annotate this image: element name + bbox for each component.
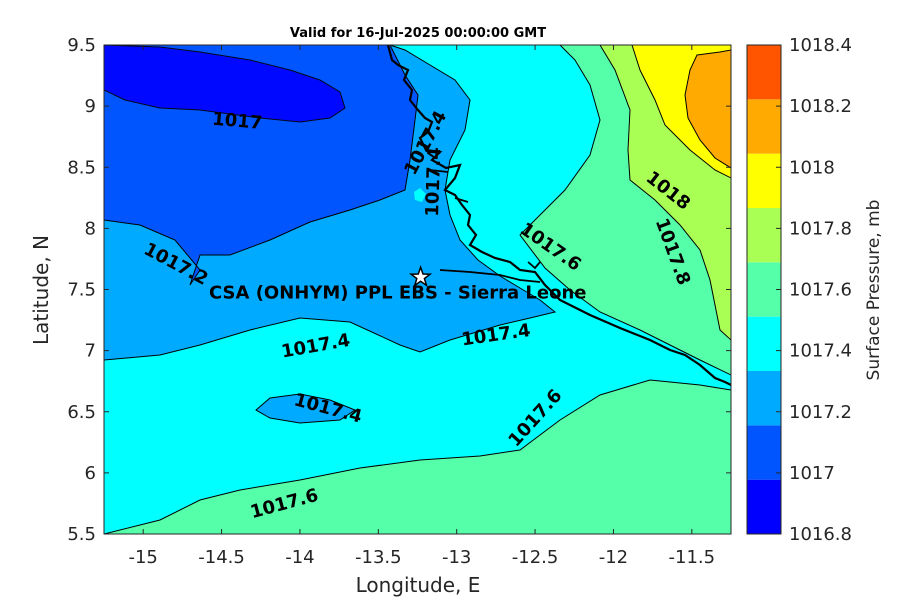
colorbar-segment xyxy=(747,262,781,317)
colorbar-segment xyxy=(747,153,781,208)
band-1017-6-south xyxy=(104,379,731,534)
contour-label: 1017.4 xyxy=(422,147,445,217)
x-tick-label: -14.5 xyxy=(198,547,245,568)
colorbar-segment xyxy=(747,208,781,263)
colorbar-tick-label: 1017 xyxy=(789,463,835,484)
y-tick-label: 6.5 xyxy=(67,402,96,423)
colorbar-tick-label: 1017.4 xyxy=(789,341,852,362)
x-tick-label: -15 xyxy=(128,547,157,568)
island-1017-4 xyxy=(255,393,357,424)
y-tick-label: 9.5 xyxy=(67,35,96,56)
y-axis-ticks: 5.5 6 6.5 7 7.5 8 8.5 9 9.5 xyxy=(67,35,731,545)
x-tick-label: -13 xyxy=(442,547,471,568)
colorbar-label: Surface Pressure, mb xyxy=(864,200,884,381)
y-axis-label: Latitude, N xyxy=(29,235,53,345)
colorbar-segment xyxy=(747,371,781,426)
x-axis-label: Longitude, E xyxy=(356,573,481,597)
x-tick-label: -11.5 xyxy=(669,547,716,568)
y-tick-label: 5.5 xyxy=(67,524,96,545)
blob-near-coast xyxy=(414,188,426,202)
x-tick-label: -14 xyxy=(285,547,314,568)
colorbar-tick-label: 1017.8 xyxy=(789,218,852,239)
colorbar-segment xyxy=(747,479,781,534)
coastline-islands xyxy=(429,169,541,283)
y-tick-label: 9 xyxy=(85,96,96,117)
contour-label: 1017 xyxy=(211,109,263,134)
y-tick-label: 6 xyxy=(85,463,96,484)
colorbar: 1016.8 1017 1017.2 1017.4 1017.6 1017.8 1018 10… xyxy=(746,35,852,545)
contour-field xyxy=(104,45,731,534)
colorbar-segment xyxy=(747,316,781,371)
y-tick-label: 7 xyxy=(85,341,96,362)
map-title: Valid for 16-Jul-2025 00:00:00 GMT xyxy=(290,26,546,41)
site-marker: CSA (ONHYM) PPL EBS - Sierra Leone xyxy=(209,265,586,303)
star-icon xyxy=(408,265,433,288)
band-1018-2 xyxy=(684,49,731,169)
x-tick-label: -12.5 xyxy=(512,547,559,568)
y-tick-label: 8 xyxy=(85,218,96,239)
colorbar-tick-label: 1018 xyxy=(789,157,835,178)
colorbar-segment xyxy=(747,425,781,480)
colorbar-tick-label: 1018.4 xyxy=(789,35,852,56)
y-tick-label: 7.5 xyxy=(67,280,96,301)
colorbar-tick-label: 1017.6 xyxy=(789,280,852,301)
y-tick-label: 8.5 xyxy=(67,157,96,178)
band-1016-8 xyxy=(104,45,346,123)
site-label: CSA (ONHYM) PPL EBS - Sierra Leone xyxy=(209,282,586,303)
coastline xyxy=(386,45,731,386)
colorbar-segment xyxy=(747,99,781,154)
colorbar-tick-label: 1018.2 xyxy=(789,96,852,117)
x-tick-label: -13.5 xyxy=(355,547,402,568)
x-axis-ticks: -15 -14.5 -14 -13.5 -13 -12.5 -12 -11.5 xyxy=(128,45,715,568)
colorbar-segment xyxy=(747,45,781,100)
colorbar-tick-label: 1016.8 xyxy=(789,524,852,545)
x-tick-label: -12 xyxy=(599,547,628,568)
colorbar-tick-label: 1017.2 xyxy=(789,402,852,423)
